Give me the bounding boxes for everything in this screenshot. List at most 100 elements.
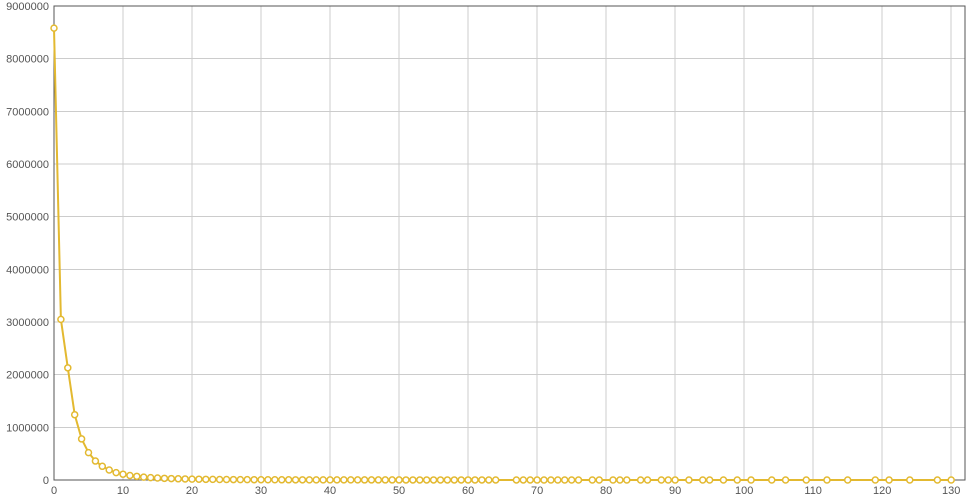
y-tick-label: 1000000 (6, 422, 49, 434)
series-marker (389, 477, 395, 483)
series-marker (251, 477, 257, 483)
x-tick-label: 0 (51, 485, 57, 497)
series-marker (555, 477, 561, 483)
series-marker (610, 477, 616, 483)
series-marker (327, 477, 333, 483)
series-marker (444, 477, 450, 483)
series-marker (707, 477, 713, 483)
series-marker (458, 477, 464, 483)
series-marker (734, 477, 740, 483)
series-marker (72, 412, 78, 418)
series-marker (596, 477, 602, 483)
series-marker (299, 477, 305, 483)
series-marker (286, 477, 292, 483)
x-tick-label: 50 (393, 485, 405, 497)
y-tick-label: 6000000 (6, 159, 49, 171)
series-marker (403, 477, 409, 483)
series-marker (92, 458, 98, 464)
x-tick-label: 30 (255, 485, 267, 497)
series-marker (313, 477, 319, 483)
series-marker (189, 476, 195, 482)
series-marker (51, 25, 57, 31)
series-marker (224, 477, 230, 483)
series-marker (748, 477, 754, 483)
x-tick-label: 110 (804, 485, 822, 497)
series-marker (617, 477, 623, 483)
series-marker (306, 477, 312, 483)
series-marker (783, 477, 789, 483)
series-marker (244, 477, 250, 483)
series-marker (355, 477, 361, 483)
series-marker (161, 475, 167, 481)
x-tick-label: 90 (669, 485, 681, 497)
series-marker (948, 477, 954, 483)
series-marker (237, 477, 243, 483)
series-marker (258, 477, 264, 483)
line-chart: 0102030405060708090100110120130010000002… (0, 0, 971, 502)
series-marker (720, 477, 726, 483)
x-tick-label: 130 (942, 485, 960, 497)
y-tick-label: 8000000 (6, 54, 49, 66)
series-marker (451, 477, 457, 483)
series-marker (562, 477, 568, 483)
y-tick-label: 3000000 (6, 317, 49, 329)
x-tick-label: 70 (531, 485, 543, 497)
series-marker (362, 477, 368, 483)
series-marker (382, 477, 388, 483)
series-marker (265, 477, 271, 483)
series-marker (700, 477, 706, 483)
series-marker (486, 477, 492, 483)
series-marker (431, 477, 437, 483)
series-marker (845, 477, 851, 483)
series-marker (534, 477, 540, 483)
x-tick-label: 80 (600, 485, 612, 497)
series-marker (341, 477, 347, 483)
series-marker (134, 473, 140, 479)
y-tick-label: 5000000 (6, 212, 49, 224)
series-marker (624, 477, 630, 483)
x-tick-label: 10 (117, 485, 129, 497)
series-marker (79, 436, 85, 442)
series-marker (320, 477, 326, 483)
series-marker (127, 473, 133, 479)
series-marker (217, 476, 223, 482)
series-marker (58, 316, 64, 322)
series-marker (175, 476, 181, 482)
series-marker (824, 477, 830, 483)
series-marker (279, 477, 285, 483)
series-marker (203, 476, 209, 482)
series-marker (437, 477, 443, 483)
series-marker (872, 477, 878, 483)
series-marker (99, 463, 105, 469)
series-marker (106, 467, 112, 473)
series-marker (803, 477, 809, 483)
series-marker (686, 477, 692, 483)
x-tick-label: 20 (186, 485, 198, 497)
series-marker (886, 477, 892, 483)
series-marker (907, 477, 913, 483)
series-marker (465, 477, 471, 483)
series-marker (527, 477, 533, 483)
series-marker (569, 477, 575, 483)
series-marker (934, 477, 940, 483)
series-marker (348, 477, 354, 483)
series-marker (196, 476, 202, 482)
series-marker (479, 477, 485, 483)
series-marker (520, 477, 526, 483)
series-marker (424, 477, 430, 483)
series-marker (410, 477, 416, 483)
series-marker (472, 477, 478, 483)
y-tick-label: 0 (43, 475, 49, 487)
series-marker (672, 477, 678, 483)
series-marker (368, 477, 374, 483)
series-marker (658, 477, 664, 483)
x-tick-label: 100 (735, 485, 753, 497)
chart-svg: 0102030405060708090100110120130010000002… (0, 0, 971, 502)
series-marker (293, 477, 299, 483)
y-tick-label: 7000000 (6, 106, 49, 118)
series-marker (493, 477, 499, 483)
series-marker (182, 476, 188, 482)
series-marker (210, 476, 216, 482)
series-marker (148, 475, 154, 481)
y-tick-label: 4000000 (6, 264, 49, 276)
